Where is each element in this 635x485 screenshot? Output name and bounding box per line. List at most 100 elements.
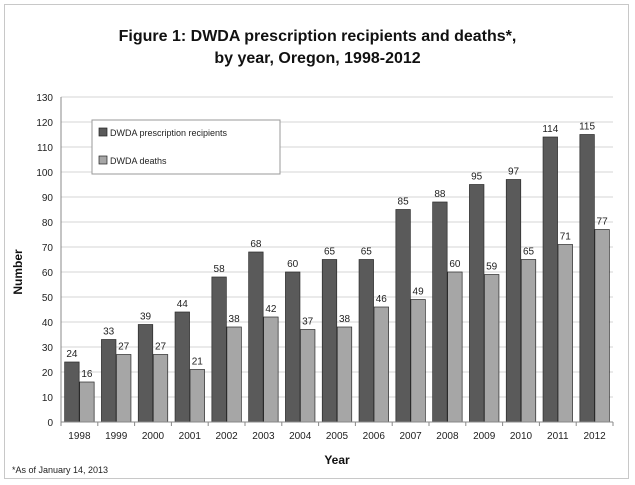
bar-deaths [226,326,242,423]
x-tick-label: 2011 [547,431,569,442]
bars [64,134,610,423]
y-tick-label: 0 [47,418,53,429]
bar-recipients [579,134,595,423]
data-label-deaths: 16 [81,369,93,380]
y-tick-label: 130 [36,93,53,104]
data-label-deaths: 38 [339,314,351,325]
x-tick-label: 2009 [473,431,496,442]
axes: 0 10 20 30 40 50 60 70 80 90 100 110 120 130 1998 1999 2… [36,93,614,442]
chart-title: Figure 1: DWDA prescription recipients a… [118,28,517,45]
x-tick-label: 2002 [215,431,238,442]
bar-recipients [358,259,374,423]
x-tick-label: 1998 [68,431,91,442]
data-label-deaths: 38 [229,314,241,325]
y-tick-label: 40 [42,318,54,329]
bar-deaths [263,316,279,423]
data-label-deaths: 46 [376,294,388,305]
y-tick-label: 10 [42,393,54,404]
data-label-deaths: 42 [265,304,277,315]
x-tick-label: 2005 [326,431,349,442]
y-tick-label: 50 [42,293,54,304]
y-tick-label: 100 [36,168,53,179]
footnote: *As of January 14, 2013 [12,465,109,475]
legend-box [91,119,281,175]
bar-deaths [447,271,463,423]
legend-label-deaths: DWDA deaths [110,156,167,166]
bar-recipients [505,179,522,423]
bar-recipients [101,339,117,423]
legend-swatch-deaths [98,155,108,165]
y-axis-label: Number [11,249,25,295]
y-tick-label: 60 [42,268,54,279]
data-label-recipients: 60 [287,259,299,270]
y-tick-label: 30 [42,343,54,354]
bar-deaths [557,244,573,423]
x-tick-label: 2003 [252,431,275,442]
x-tick-label: 2010 [510,431,533,442]
bar-recipients [248,251,264,423]
data-label-deaths: 37 [302,317,314,328]
bar-deaths [520,259,537,423]
bar-recipients [137,324,154,423]
bar-recipients [395,209,411,423]
data-label-recipients: 33 [103,327,115,338]
bar-recipients [285,271,301,423]
bar-deaths [189,369,205,423]
data-label-deaths: 77 [597,217,609,228]
x-tick-label: 2004 [289,431,312,442]
legend-swatch-recipients [98,127,108,137]
y-tick-label: 80 [42,218,54,229]
x-tick-label: 2000 [142,431,165,442]
data-label-deaths: 65 [523,247,535,258]
bar-deaths [79,381,95,423]
data-label-recipients: 65 [324,247,336,258]
legend-label-recipients: DWDA prescription recipients [110,128,228,138]
bar-deaths [410,299,426,423]
data-label-deaths: 21 [192,357,204,368]
data-label-deaths: 60 [449,259,461,270]
legend: DWDA prescription recipients DWDA deaths [91,119,281,175]
bar-recipients [432,201,448,423]
x-tick-label: 2001 [179,431,202,442]
chart-subtitle: by year, Oregon, 1998-2012 [214,50,421,67]
data-label-recipients: 97 [508,167,520,178]
y-tick-label: 120 [36,118,53,129]
x-tick-label: 2007 [399,431,422,442]
data-label-recipients: 58 [214,264,226,275]
bar-deaths [300,329,316,423]
bar-recipients [174,311,190,423]
y-tick-label: 110 [37,143,53,154]
data-label-recipients: 115 [579,122,595,133]
bar-recipients [542,136,558,423]
bar-deaths [373,306,389,423]
bar-deaths [484,274,500,423]
y-tick-label: 90 [42,193,54,204]
data-labels: 2416332739274421583868426037653865468549… [66,122,608,381]
data-label-recipients: 114 [542,124,558,135]
y-tick-label: 70 [42,243,54,254]
bar-deaths [116,354,132,423]
bar-recipients [64,361,80,423]
data-label-deaths: 27 [155,342,167,353]
x-tick-label: 1999 [105,431,128,442]
bar-deaths [594,229,610,423]
bar-recipients [469,184,485,423]
y-tick-label: 20 [42,368,54,379]
x-tick-label: 2006 [363,431,386,442]
data-label-recipients: 68 [250,239,262,250]
data-label-recipients: 95 [471,172,483,183]
data-label-deaths: 71 [560,232,572,243]
bar-deaths [152,354,169,423]
data-label-deaths: 59 [486,262,498,273]
x-tick-label: 2012 [583,431,606,442]
data-label-deaths: 27 [118,342,130,353]
data-label-recipients: 85 [398,197,410,208]
data-label-recipients: 24 [66,349,78,360]
data-label-recipients: 65 [361,247,373,258]
data-label-recipients: 88 [434,189,446,200]
data-label-deaths: 49 [413,287,425,298]
bar-deaths [336,326,353,423]
data-label-recipients: 39 [140,312,152,323]
x-tick-label: 2008 [436,431,459,442]
